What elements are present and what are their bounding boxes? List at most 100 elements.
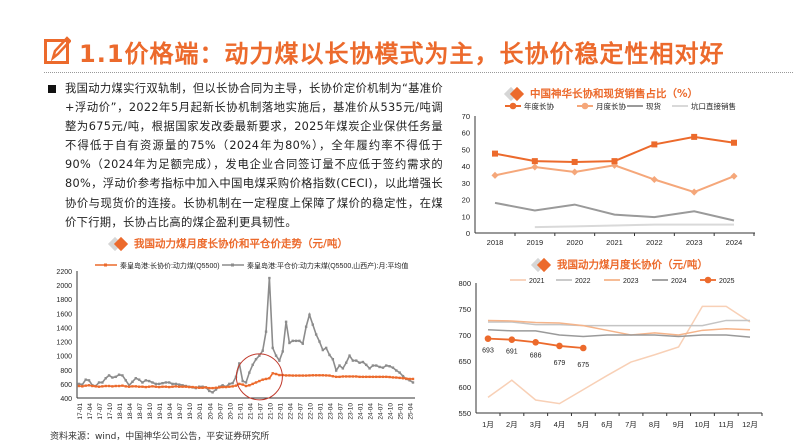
x-tick-label: 3月 [530,420,542,429]
data-point [261,349,264,352]
data-point [368,375,371,379]
data-point [731,139,737,146]
data-point [238,362,241,365]
data-point [251,363,254,367]
data-point [730,172,738,180]
legend-marker [104,263,107,267]
data-point [311,374,314,377]
data-point [398,371,401,374]
x-tick-label: 2月 [506,420,518,429]
data-point [107,374,111,377]
data-point [304,325,308,328]
legend-label: 月度长协 [596,101,626,111]
data-point [84,378,87,381]
data-point [147,385,151,388]
data-point [167,381,171,384]
data-point [124,385,127,388]
data-point [161,385,164,388]
data-point [378,375,381,379]
legend-label: 2025 [719,278,735,285]
data-point [137,378,141,381]
data-point [321,374,325,377]
data-point [411,381,415,384]
data-point [248,371,251,374]
y-tick-label: 10 [462,212,470,221]
data-point [291,374,294,377]
data-point [408,377,411,381]
data-point [341,367,345,370]
data-point [111,385,114,388]
data-point [331,375,335,378]
series-line-2021 [487,305,751,405]
data-point [405,377,408,380]
y-tick-label: 600 [60,382,72,389]
y-tick-label: 700 [458,331,471,340]
data-point [268,377,271,380]
x-tick-label: 17-01 [77,403,84,420]
x-tick-label: 21-04 [247,403,254,420]
data-point [258,354,261,357]
x-tick-label: 2021 [606,238,623,247]
data-point [375,375,378,379]
data-point [271,372,274,375]
x-tick-label: 6月 [601,420,613,429]
data-label: 679 [554,360,566,367]
data-point [318,340,321,343]
data-label: 693 [482,348,494,355]
data-label: 675 [577,362,589,369]
data-point [611,158,618,165]
data-point [84,384,87,387]
data-point [284,374,288,377]
data-point [571,158,578,165]
data-point [107,384,111,388]
data-point [194,386,198,389]
y-tick-label: 20 [462,196,470,205]
x-tick-label: 21-07 [257,403,264,420]
y-tick-label: 1600 [56,311,72,318]
data-point [348,354,351,357]
data-point [690,188,698,196]
legend-label: 现货 [646,101,661,111]
data-point [345,375,348,378]
series-line-1 [78,278,414,394]
data-point [531,163,539,171]
data-point [314,333,318,336]
data-point [171,385,174,388]
series-line-2023 [487,319,751,336]
data-point [164,381,168,384]
x-tick-label: 10月 [694,420,710,429]
data-point [184,385,188,388]
data-point [398,376,401,380]
y-tick-label: 50 [462,145,470,154]
data-point [358,375,361,379]
series-line-坑口直接销售 [534,223,734,229]
x-tick-label: 22-01 [277,403,284,420]
data-point [241,379,244,383]
data-point [228,385,231,388]
data-point [141,385,144,388]
body-paragraph: 我国动力煤实行双轨制，但以长协合同为主导，长协价定价机制为“基准价+浮动价”，2… [65,82,443,229]
data-point [388,365,391,368]
x-tick-label: 2022 [646,238,663,247]
data-point [151,385,154,388]
data-point [234,384,238,387]
data-point [288,341,291,345]
x-tick-label: 12月 [742,420,758,429]
data-point [492,150,498,157]
data-point [491,171,499,179]
data-point [264,377,268,381]
data-point [371,375,375,379]
data-point [204,386,208,389]
chart3-title-wrap: 我国动力煤月度长协价（元/吨） [530,257,708,272]
data-point [311,323,314,326]
y-tick-label: 1400 [56,325,72,332]
data-point [101,385,104,388]
data-point [97,385,101,388]
data-point [87,384,91,387]
data-point [650,175,658,184]
data-point [94,385,97,388]
data-point [81,385,84,388]
data-point [532,338,539,346]
data-point [208,386,211,390]
data-point [395,369,398,372]
